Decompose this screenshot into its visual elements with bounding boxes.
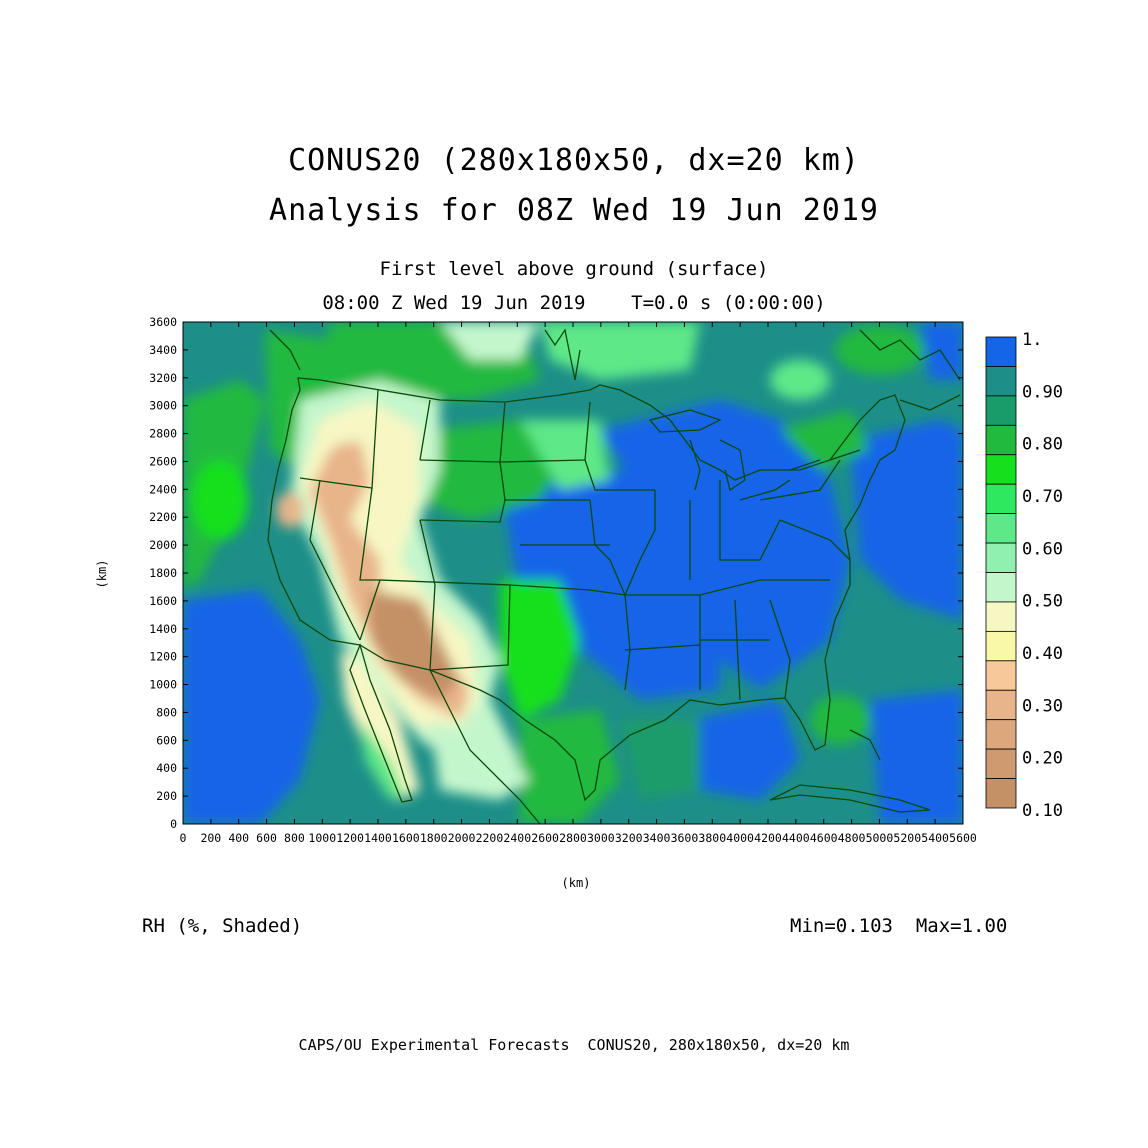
colorbar-swatch <box>985 719 1017 750</box>
x-axis-label: (km) <box>562 876 591 890</box>
x-tick-label: 1000 <box>308 831 336 845</box>
x-tick-label: 5600 <box>949 831 977 845</box>
colorbar-label: 0.70 <box>1022 487 1063 507</box>
colorbar-label: 0.40 <box>1022 644 1063 664</box>
colorbar-swatch <box>985 572 1017 603</box>
eastern-wet-area <box>600 400 850 690</box>
x-tick-label: 1600 <box>392 831 420 845</box>
x-tick-label: 3200 <box>615 831 643 845</box>
colorbar-swatch <box>985 748 1017 779</box>
x-tick-label: 800 <box>284 831 305 845</box>
rh-shaded-field <box>183 322 963 824</box>
geographic-boundaries <box>267 328 961 824</box>
colorbar-swatch <box>985 454 1017 485</box>
y-tick-label: 0 <box>170 817 177 831</box>
x-tick-label: 5200 <box>893 831 921 845</box>
y-tick-label: 200 <box>156 789 177 803</box>
x-tick-label: 400 <box>228 831 249 845</box>
y-tick-label: 2200 <box>149 510 177 524</box>
footer-credit: CAPS/OU Experimental Forecasts CONUS20, … <box>298 1036 850 1054</box>
valid-time-subtitle: 08:00 Z Wed 19 Jun 2019 T=0.0 s (0:00:00… <box>322 292 826 314</box>
colorbar-label: 0.60 <box>1022 539 1063 559</box>
plot-frame: 0 200 400 600 800 1000 1200 1400 1600 1800 2000 220… <box>149 315 977 845</box>
y-tick-label: 1000 <box>149 678 177 692</box>
x-tick-label: 3000 <box>587 831 615 845</box>
colorbar-swatch <box>985 395 1017 426</box>
y-tick-label: 3000 <box>149 399 177 413</box>
colorbar-swatch <box>985 778 1017 809</box>
us-outline <box>267 377 906 802</box>
colorbar-swatch <box>985 513 1017 544</box>
y-tick-label: 1800 <box>149 566 177 580</box>
colorbar-swatch <box>985 483 1017 515</box>
title-line-1: CONUS20 (280x180x50, dx=20 km) <box>288 143 860 178</box>
colorbar-swatch <box>985 336 1017 367</box>
y-tick-label: 1200 <box>149 650 177 664</box>
colorbar-swatch <box>985 542 1017 573</box>
y-tick-label: 2000 <box>149 538 177 552</box>
title-line-2: Analysis for 08Z Wed 19 Jun 2019 <box>269 193 879 228</box>
field-label: RH (%, Shaded) <box>142 915 303 937</box>
gulf-wet-area <box>690 700 800 800</box>
y-tick-label: 1600 <box>149 594 177 608</box>
colorbar-swatch <box>985 366 1017 397</box>
y-tick-label: 2800 <box>149 427 177 441</box>
y-tick-label: 800 <box>156 705 177 719</box>
y-tick-label: 3600 <box>149 315 177 329</box>
x-tick-label: 600 <box>256 831 277 845</box>
atlantic-wet-area <box>850 420 963 620</box>
x-tick-label: 2600 <box>531 831 559 845</box>
pacific-wet-area <box>183 590 320 824</box>
y-tick-label: 3400 <box>149 343 177 357</box>
x-tick-label: 3800 <box>698 831 726 845</box>
x-tick-label: 4200 <box>754 831 782 845</box>
y-tick-label: 2600 <box>149 454 177 468</box>
colorbar: 1. 0.90 0.80 0.70 0.60 0.50 0.40 0.30 0.20 0.10 <box>985 330 1063 821</box>
level-subtitle: First level above ground (surface) <box>379 258 769 280</box>
colorbar-label: 0.30 <box>1022 696 1063 716</box>
x-tick-label: 2000 <box>448 831 476 845</box>
x-tick-label: 200 <box>200 831 221 845</box>
x-tick-label: 3600 <box>671 831 699 845</box>
x-tick-label: 0 <box>180 831 187 845</box>
colorbar-swatch <box>985 601 1017 632</box>
x-tick-label: 5400 <box>921 831 949 845</box>
y-axis-label: (km) <box>95 560 109 589</box>
colorbar-label: 0.10 <box>1022 801 1063 821</box>
y-tick-label: 1400 <box>149 622 177 636</box>
x-tick-label: 1800 <box>420 831 448 845</box>
colorbar-swatch <box>985 424 1017 456</box>
colorbar-label: 1. <box>1022 330 1042 350</box>
x-tick-label: 4000 <box>726 831 754 845</box>
x-tick-label: 3400 <box>643 831 671 845</box>
x-tick-label: 2400 <box>503 831 531 845</box>
y-tick-label: 400 <box>156 761 177 775</box>
x-tick-label: 4800 <box>838 831 866 845</box>
colorbar-swatch <box>985 689 1017 721</box>
x-tick-label: 5000 <box>866 831 894 845</box>
y-tick-label: 600 <box>156 733 177 747</box>
x-tick-label: 1200 <box>336 831 364 845</box>
min-max-stats: Min=0.103 Max=1.00 <box>790 915 1008 937</box>
y-tick-label: 2400 <box>149 482 177 496</box>
x-tick-label: 4400 <box>782 831 810 845</box>
colorbar-label: 0.50 <box>1022 592 1063 612</box>
y-tick-label: 3200 <box>149 371 177 385</box>
x-tick-label: 2200 <box>476 831 504 845</box>
colorbar-label: 0.90 <box>1022 382 1063 402</box>
colorbar-label: 0.20 <box>1022 749 1063 769</box>
x-tick-label: 1400 <box>364 831 392 845</box>
colorbar-swatch <box>985 660 1017 691</box>
colorbar-swatch <box>985 630 1017 662</box>
x-tick-label: 4600 <box>810 831 838 845</box>
x-tick-label: 2800 <box>559 831 587 845</box>
colorbar-label: 0.80 <box>1022 435 1063 455</box>
